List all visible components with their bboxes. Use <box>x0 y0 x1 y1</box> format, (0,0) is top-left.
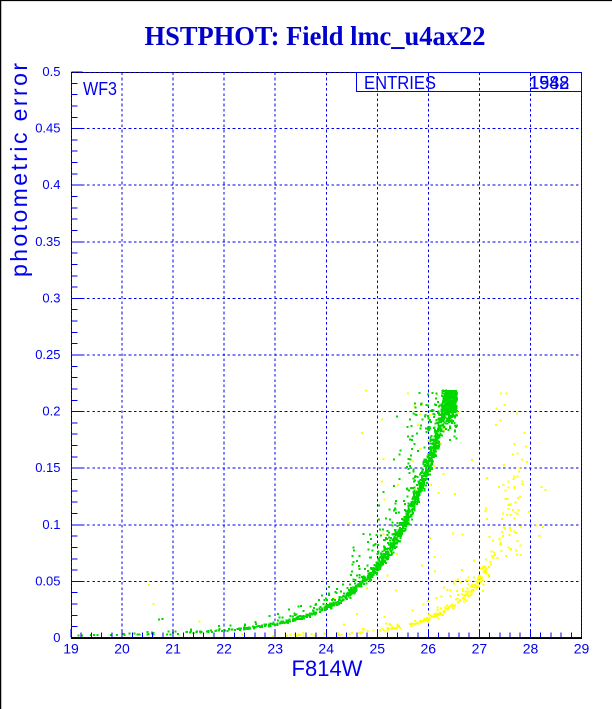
svg-text:27: 27 <box>472 640 488 656</box>
svg-text:29: 29 <box>574 640 590 656</box>
svg-text:0.45: 0.45 <box>35 121 60 136</box>
svg-text:28: 28 <box>523 640 539 656</box>
svg-text:0.3: 0.3 <box>42 290 60 305</box>
svg-text:25: 25 <box>370 640 386 656</box>
svg-text:0.05: 0.05 <box>35 573 60 588</box>
svg-text:0.1: 0.1 <box>42 517 60 532</box>
svg-text:24: 24 <box>318 640 334 656</box>
svg-text:0: 0 <box>53 630 60 645</box>
svg-text:0.25: 0.25 <box>35 347 60 362</box>
svg-text:0.4: 0.4 <box>42 177 60 192</box>
svg-text:0.35: 0.35 <box>35 234 60 249</box>
svg-text:F814W: F814W <box>292 656 363 681</box>
svg-text:0.15: 0.15 <box>35 460 60 475</box>
svg-text:photometric error: photometric error <box>6 63 32 277</box>
svg-text:20: 20 <box>114 640 130 656</box>
svg-text:0.2: 0.2 <box>42 404 60 419</box>
svg-text:HSTPHOT: Field lmc_u4ax22: HSTPHOT: Field lmc_u4ax22 <box>145 21 486 51</box>
svg-text:19: 19 <box>63 640 79 656</box>
svg-text:26: 26 <box>421 640 437 656</box>
svg-text:1542: 1542 <box>529 73 569 93</box>
svg-text:1988: 1988 <box>529 73 569 93</box>
svg-text:0.5: 0.5 <box>42 64 60 79</box>
svg-text:22: 22 <box>216 640 232 656</box>
svg-text:WF3: WF3 <box>83 79 117 99</box>
svg-text:21: 21 <box>165 640 181 656</box>
svg-text:23: 23 <box>267 640 283 656</box>
svg-text:ENTRIES: ENTRIES <box>364 73 436 93</box>
